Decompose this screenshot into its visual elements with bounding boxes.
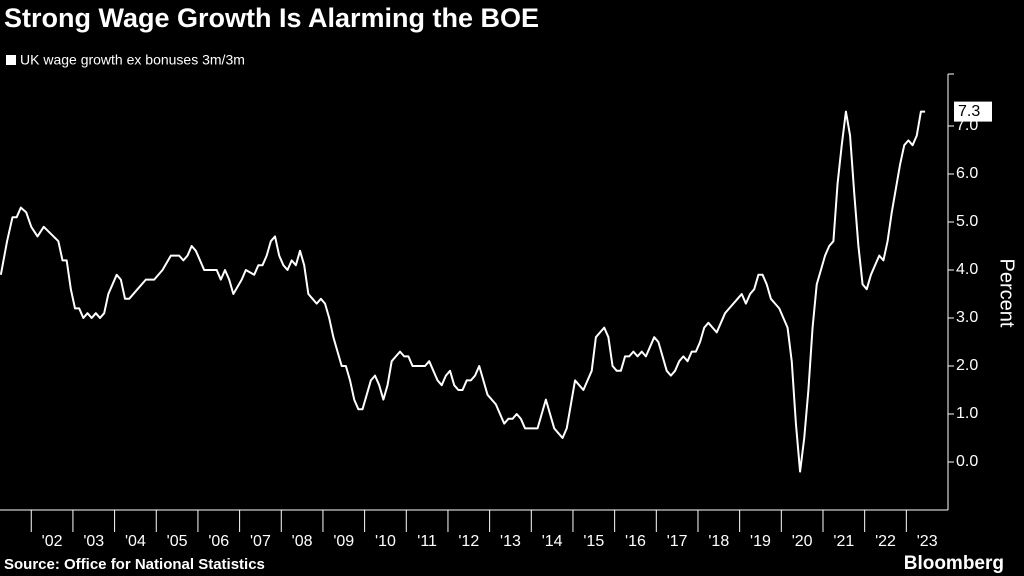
- legend-label: UK wage growth ex bonuses 3m/3m: [20, 52, 245, 68]
- x-tick-label: '07: [250, 533, 271, 550]
- x-tick-label: '14: [542, 533, 563, 550]
- source: Source: Office for National Statistics: [4, 556, 265, 573]
- x-tick-label: '23: [917, 533, 938, 550]
- x-tick-label: '18: [708, 533, 729, 550]
- x-tick-label: '17: [667, 533, 688, 550]
- x-tick-label: '20: [792, 533, 813, 550]
- x-tick-label: '21: [833, 533, 854, 550]
- x-tick-label: '09: [333, 533, 354, 550]
- x-tick-label: '15: [583, 533, 604, 550]
- y-axis-label: Percent: [996, 259, 1018, 328]
- last-value-label: 7.3: [958, 103, 980, 120]
- y-tick-label: 3.0: [956, 309, 978, 326]
- x-tick-label: '12: [458, 533, 479, 550]
- x-tick-label: '02: [42, 533, 63, 550]
- x-tick-label: '06: [208, 533, 229, 550]
- chart-title: Strong Wage Growth Is Alarming the BOE: [4, 3, 539, 33]
- y-tick-label: 0.0: [956, 453, 978, 470]
- x-tick-label: '16: [625, 533, 646, 550]
- last-value-box: [954, 101, 992, 122]
- y-tick-label: 6.0: [956, 165, 978, 182]
- x-tick-label: '10: [375, 533, 396, 550]
- x-tick-label: '19: [750, 533, 771, 550]
- series-line: [0, 110, 926, 473]
- y-tick-label: 1.0: [956, 405, 978, 422]
- x-tick-label: '05: [167, 533, 188, 550]
- y-tick-label: 5.0: [956, 213, 978, 230]
- x-tick-label: '11: [417, 533, 437, 550]
- x-tick-label: '22: [875, 533, 896, 550]
- brand: Bloomberg: [904, 553, 1004, 574]
- x-tick-label: '08: [292, 533, 313, 550]
- legend-swatch: [6, 55, 16, 65]
- x-tick-label: '13: [500, 533, 521, 550]
- x-tick-label: '04: [125, 533, 146, 550]
- y-tick-label: 2.0: [956, 357, 978, 374]
- x-tick-label: '03: [83, 533, 104, 550]
- y-tick-label: 4.0: [956, 261, 978, 278]
